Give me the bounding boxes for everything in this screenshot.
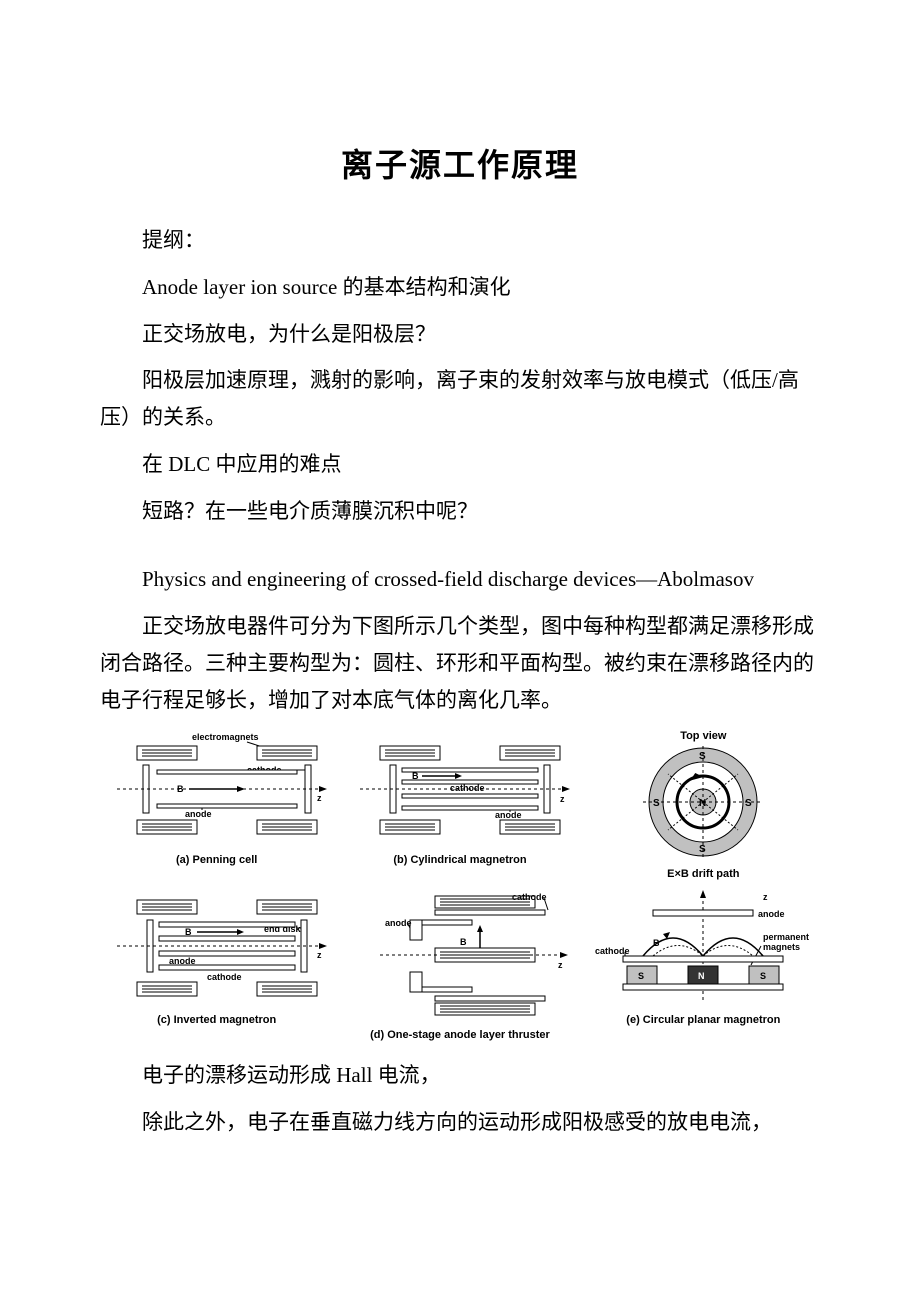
paragraph-acceleration: 阳极层加速原理，溅射的影响，离子束的发射效率与放电模式（低压/高压）的关系。: [100, 362, 820, 436]
label-N: N: [698, 971, 705, 981]
label-z: z: [558, 960, 563, 970]
label-z: z: [317, 950, 322, 960]
paragraph-discharge-current: 除此之外，电子在垂直磁力线方向的运动形成阳极感受的放电电流，: [100, 1104, 820, 1141]
subfig-d-anode-layer-thruster: cathode anode B z: [343, 890, 576, 1041]
label-permanent: permanent: [763, 932, 809, 942]
label-anode: anode: [495, 810, 522, 820]
label-B: B: [185, 927, 192, 937]
label-electromagnets: electromagnets: [192, 732, 259, 742]
topview-diagram: N S S S S: [623, 744, 783, 864]
anode-layer-thruster-diagram: cathode anode B z: [350, 890, 570, 1025]
label-cathode: cathode: [595, 946, 630, 956]
label-anode: anode: [169, 956, 196, 966]
subfig-a-penning-cell: electromagnets cathode anode: [100, 730, 333, 880]
label-z: z: [317, 793, 322, 803]
label-B: B: [412, 771, 419, 781]
subfig-e-planar-magnetron: z anode permanent magnets cathode: [587, 890, 820, 1041]
caption-e: (e) Circular planar magnetron: [626, 1014, 780, 1026]
caption-a: (a) Penning cell: [176, 854, 257, 866]
label-S: S: [760, 971, 766, 981]
label-B: B: [460, 937, 467, 947]
label-cathode: cathode: [207, 972, 242, 982]
label-S-right: S: [745, 798, 752, 809]
paragraph-reference: Physics and engineering of crossed-field…: [100, 561, 820, 598]
document-page: 离子源工作原理 提纲： Anode layer ion source 的基本结构…: [0, 0, 920, 1302]
spacer: [100, 539, 820, 561]
label-magnets: magnets: [763, 942, 800, 952]
label-S-top: S: [699, 751, 706, 762]
label-N-center: N: [699, 798, 706, 809]
paragraph-device-types: 正交场放电器件可分为下图所示几个类型，图中每种构型都满足漂移形成闭合路径。三种主…: [100, 608, 820, 718]
label-topview: Top view: [680, 730, 726, 742]
caption-b: (b) Cylindrical magnetron: [393, 854, 526, 866]
subfig-topview: Top view N S S S S: [587, 730, 820, 880]
figure-crossed-field-devices: electromagnets cathode anode: [100, 730, 820, 1041]
subfig-b-cylindrical-magnetron: cathode anode B z (b) Cylindrical magn: [343, 730, 576, 880]
cylindrical-magnetron-diagram: cathode anode B z: [350, 730, 570, 850]
label-z: z: [560, 794, 565, 804]
paragraph-short-circuit: 短路？在一些电介质薄膜沉积中呢？: [100, 493, 820, 530]
label-anode: anode: [185, 809, 212, 819]
paragraph-crossed-field: 正交场放电，为什么是阳极层？: [100, 316, 820, 353]
label-cathode: cathode: [512, 892, 547, 902]
label-S-bottom: S: [699, 844, 706, 855]
label-cathode: cathode: [450, 783, 485, 793]
planar-magnetron-diagram: z anode permanent magnets cathode: [593, 890, 813, 1010]
subfig-c-inverted-magnetron: end disk anode cathode B: [100, 890, 333, 1041]
label-B: B: [653, 938, 660, 948]
penning-cell-diagram: electromagnets cathode anode: [107, 730, 327, 850]
caption-exb: E×B drift path: [667, 868, 739, 880]
caption-d: (d) One-stage anode layer thruster: [370, 1029, 550, 1041]
paragraph-anode-layer: Anode layer ion source 的基本结构和演化: [100, 269, 820, 306]
inverted-magnetron-diagram: end disk anode cathode B: [107, 890, 327, 1010]
label-anode: anode: [385, 918, 412, 928]
paragraph-outline-header: 提纲：: [100, 222, 820, 259]
paragraph-dlc: 在 DLC 中应用的难点: [100, 446, 820, 483]
caption-c: (c) Inverted magnetron: [157, 1014, 276, 1026]
document-title: 离子源工作原理: [100, 140, 820, 186]
label-anode: anode: [758, 909, 785, 919]
paragraph-hall-current: 电子的漂移运动形成 Hall 电流，: [100, 1057, 820, 1094]
label-S: S: [638, 971, 644, 981]
label-S-left: S: [653, 798, 660, 809]
label-z: z: [763, 892, 768, 902]
